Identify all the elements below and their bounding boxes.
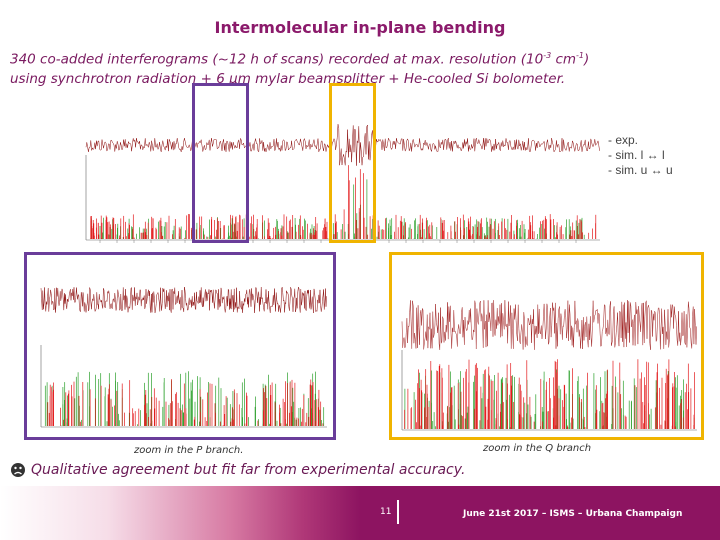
page-number: 11	[380, 507, 392, 517]
experimental-trace	[85, 124, 600, 166]
slide-title: Intermolecular in-plane bending	[214, 18, 506, 37]
subtitle-superscript: -1	[576, 51, 585, 60]
p-branch-highlight	[192, 83, 249, 243]
subtitle-text: 340 co-added interferograms (~12 h of sc…	[10, 51, 544, 68]
legend-item-sim-lower: - sim. l ↔ l	[608, 148, 665, 162]
subtitle-unit: cm	[551, 51, 577, 68]
p-branch-caption: zoom in the P branch.	[134, 445, 244, 456]
sad-face-icon	[11, 463, 25, 477]
slide-subtitle: 340 co-added interferograms (~12 h of sc…	[10, 46, 715, 89]
simulated-traces	[404, 359, 695, 429]
p-branch-zoom-plot	[40, 286, 327, 428]
legend-item-sim-upper: - sim. u ↔ u	[608, 163, 673, 177]
subtitle-superscript: -3	[543, 51, 552, 60]
simulated-traces	[44, 371, 325, 426]
trace-line	[85, 124, 600, 166]
legend: - exp. - sim. l ↔ l - sim. u ↔ u	[608, 133, 673, 178]
footer-divider	[397, 500, 399, 524]
main-spectrum-plot	[85, 124, 600, 243]
simulated-traces	[89, 165, 597, 239]
q-branch-highlight	[329, 83, 376, 243]
q-branch-zoom-plot	[401, 300, 697, 431]
conclusion-text: Qualitative agreement but fit far from e…	[31, 462, 466, 478]
q-branch-caption: zoom in the Q branch	[483, 443, 592, 454]
legend-item-exp: - exp.	[608, 133, 639, 147]
experimental-trace	[401, 300, 697, 351]
footer-text: June 21st 2017 – ISMS – Urbana Champaign	[463, 509, 683, 519]
q-branch-zoom-panel	[389, 252, 704, 440]
p-branch-zoom-panel	[24, 252, 336, 440]
subtitle-line-2: using synchrotron radiation + 6 µm mylar…	[10, 70, 566, 87]
experimental-trace	[40, 286, 327, 314]
footer-bar	[0, 486, 720, 540]
conclusion: Qualitative agreement but fit far from e…	[10, 462, 465, 478]
subtitle-text-end: )	[584, 51, 590, 68]
trace-line	[40, 286, 327, 314]
trace-line	[401, 300, 697, 351]
